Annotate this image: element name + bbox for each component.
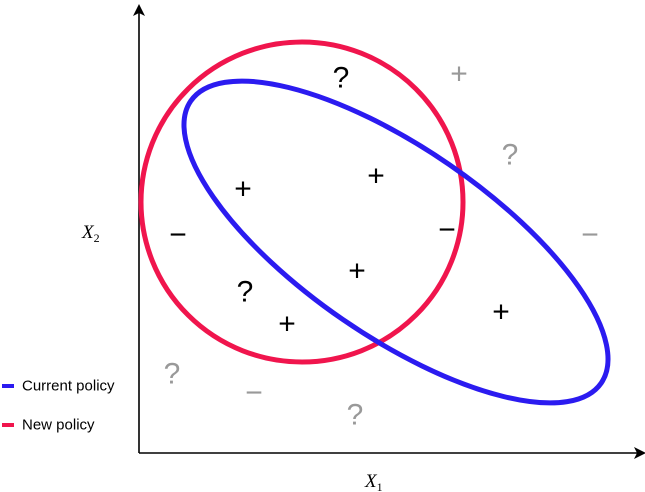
x-axis-label-sub: 1	[377, 480, 383, 492]
mark-plus: +	[492, 296, 510, 329]
y-axis-label-main: X	[81, 222, 95, 243]
y-axis-label-sub: 2	[94, 231, 100, 245]
mark-question: ?	[347, 399, 364, 432]
y-axis-label: X2	[81, 222, 100, 245]
x-axis-label-main: X	[364, 471, 378, 492]
mark-minus: −	[581, 219, 599, 252]
mark-plus: +	[234, 173, 252, 206]
sample-marks: ? + ? + + − − − + ? + + ? − ?	[164, 58, 599, 432]
mark-plus: +	[450, 58, 468, 91]
legend-label-current-policy: Current policy	[22, 378, 115, 395]
mark-plus: +	[348, 255, 366, 288]
mark-plus: +	[278, 308, 296, 341]
new-policy-ellipse	[138, 39, 466, 365]
mark-plus: +	[367, 160, 385, 193]
mark-question: ?	[502, 139, 519, 172]
current-policy-ellipse	[181, 78, 611, 406]
legend: Current policy New policy	[2, 378, 115, 434]
mark-question: ?	[237, 276, 254, 309]
legend-label-new-policy: New policy	[22, 417, 95, 434]
mark-minus: −	[245, 377, 263, 410]
mark-question: ?	[333, 62, 350, 95]
mark-question: ?	[164, 358, 181, 391]
mark-minus: −	[438, 214, 456, 247]
mark-minus: −	[169, 219, 187, 252]
x-axis-label: X1	[364, 471, 383, 492]
